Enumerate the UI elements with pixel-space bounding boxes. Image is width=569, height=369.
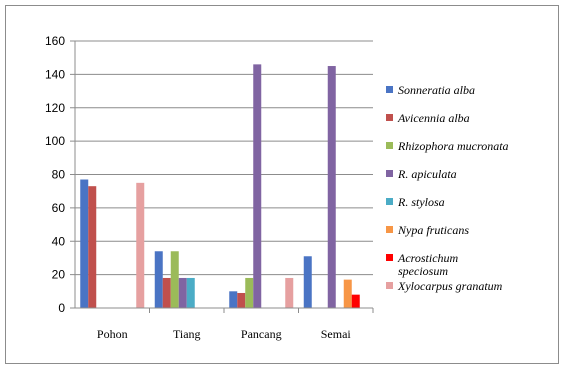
x-tick-label: Tiang [173,327,201,341]
bar [327,66,336,308]
gridlines [70,40,373,309]
legend-label: Acrostichum speciosum [397,251,459,278]
bar [154,251,163,308]
bar [186,277,195,308]
legend-label: Rhizophora mucronata [397,139,509,153]
y-tick-label: 120 [45,101,65,115]
y-tick-label: 100 [45,134,65,148]
legend-swatch [386,282,393,289]
y-tick-label: 40 [52,234,66,248]
y-tick-label: 140 [45,67,65,81]
bar [80,179,89,308]
bar [343,279,352,308]
bar [303,256,312,308]
x-tick-label: Pohon [97,327,128,341]
legend-swatch [386,226,393,233]
y-tick-label: 60 [52,201,66,215]
legend-swatch [386,198,393,205]
bar [170,251,179,308]
chart-frame: 0 20 40 60 80 100 120 140 160 Pohon Tiang Pancang Se… [5,5,559,364]
bar [178,277,187,308]
y-tick-label: 160 [45,34,65,48]
bar [285,277,294,308]
bars [80,64,360,308]
bar [245,277,254,308]
bar [237,292,246,308]
y-tick-label: 80 [52,168,66,182]
bar-chart: 0 20 40 60 80 100 120 140 160 Pohon Tiang Pancang Se… [45,34,509,341]
bar [136,182,145,308]
y-tick-label: 0 [58,301,65,315]
x-tick-label: Pancang [241,327,282,341]
legend-swatch [386,170,393,177]
legend-label: Avicennia alba [397,111,470,125]
bar [162,277,171,308]
legend-label: Nypa fruticans [397,223,469,237]
bar [88,186,97,308]
legend-swatch [386,86,393,93]
legend-label: Sonneratia alba [398,83,475,97]
y-tick-label: 20 [52,268,66,282]
axes: 0 20 40 60 80 100 120 140 160 Pohon Tiang Pancang Se… [45,34,374,341]
legend: Sonneratia alba Avicennia alba Rhizophora … [386,83,509,293]
bar [229,291,238,308]
bar [351,294,360,308]
legend-label: R. stylosa [397,195,445,209]
legend-swatch [386,114,393,121]
bar [253,64,262,308]
legend-label: R. apiculata [397,167,457,181]
x-tick-label: Semai [321,327,352,341]
legend-swatch [386,254,393,261]
legend-label: Xylocarpus granatum [397,279,503,293]
legend-swatch [386,142,393,149]
